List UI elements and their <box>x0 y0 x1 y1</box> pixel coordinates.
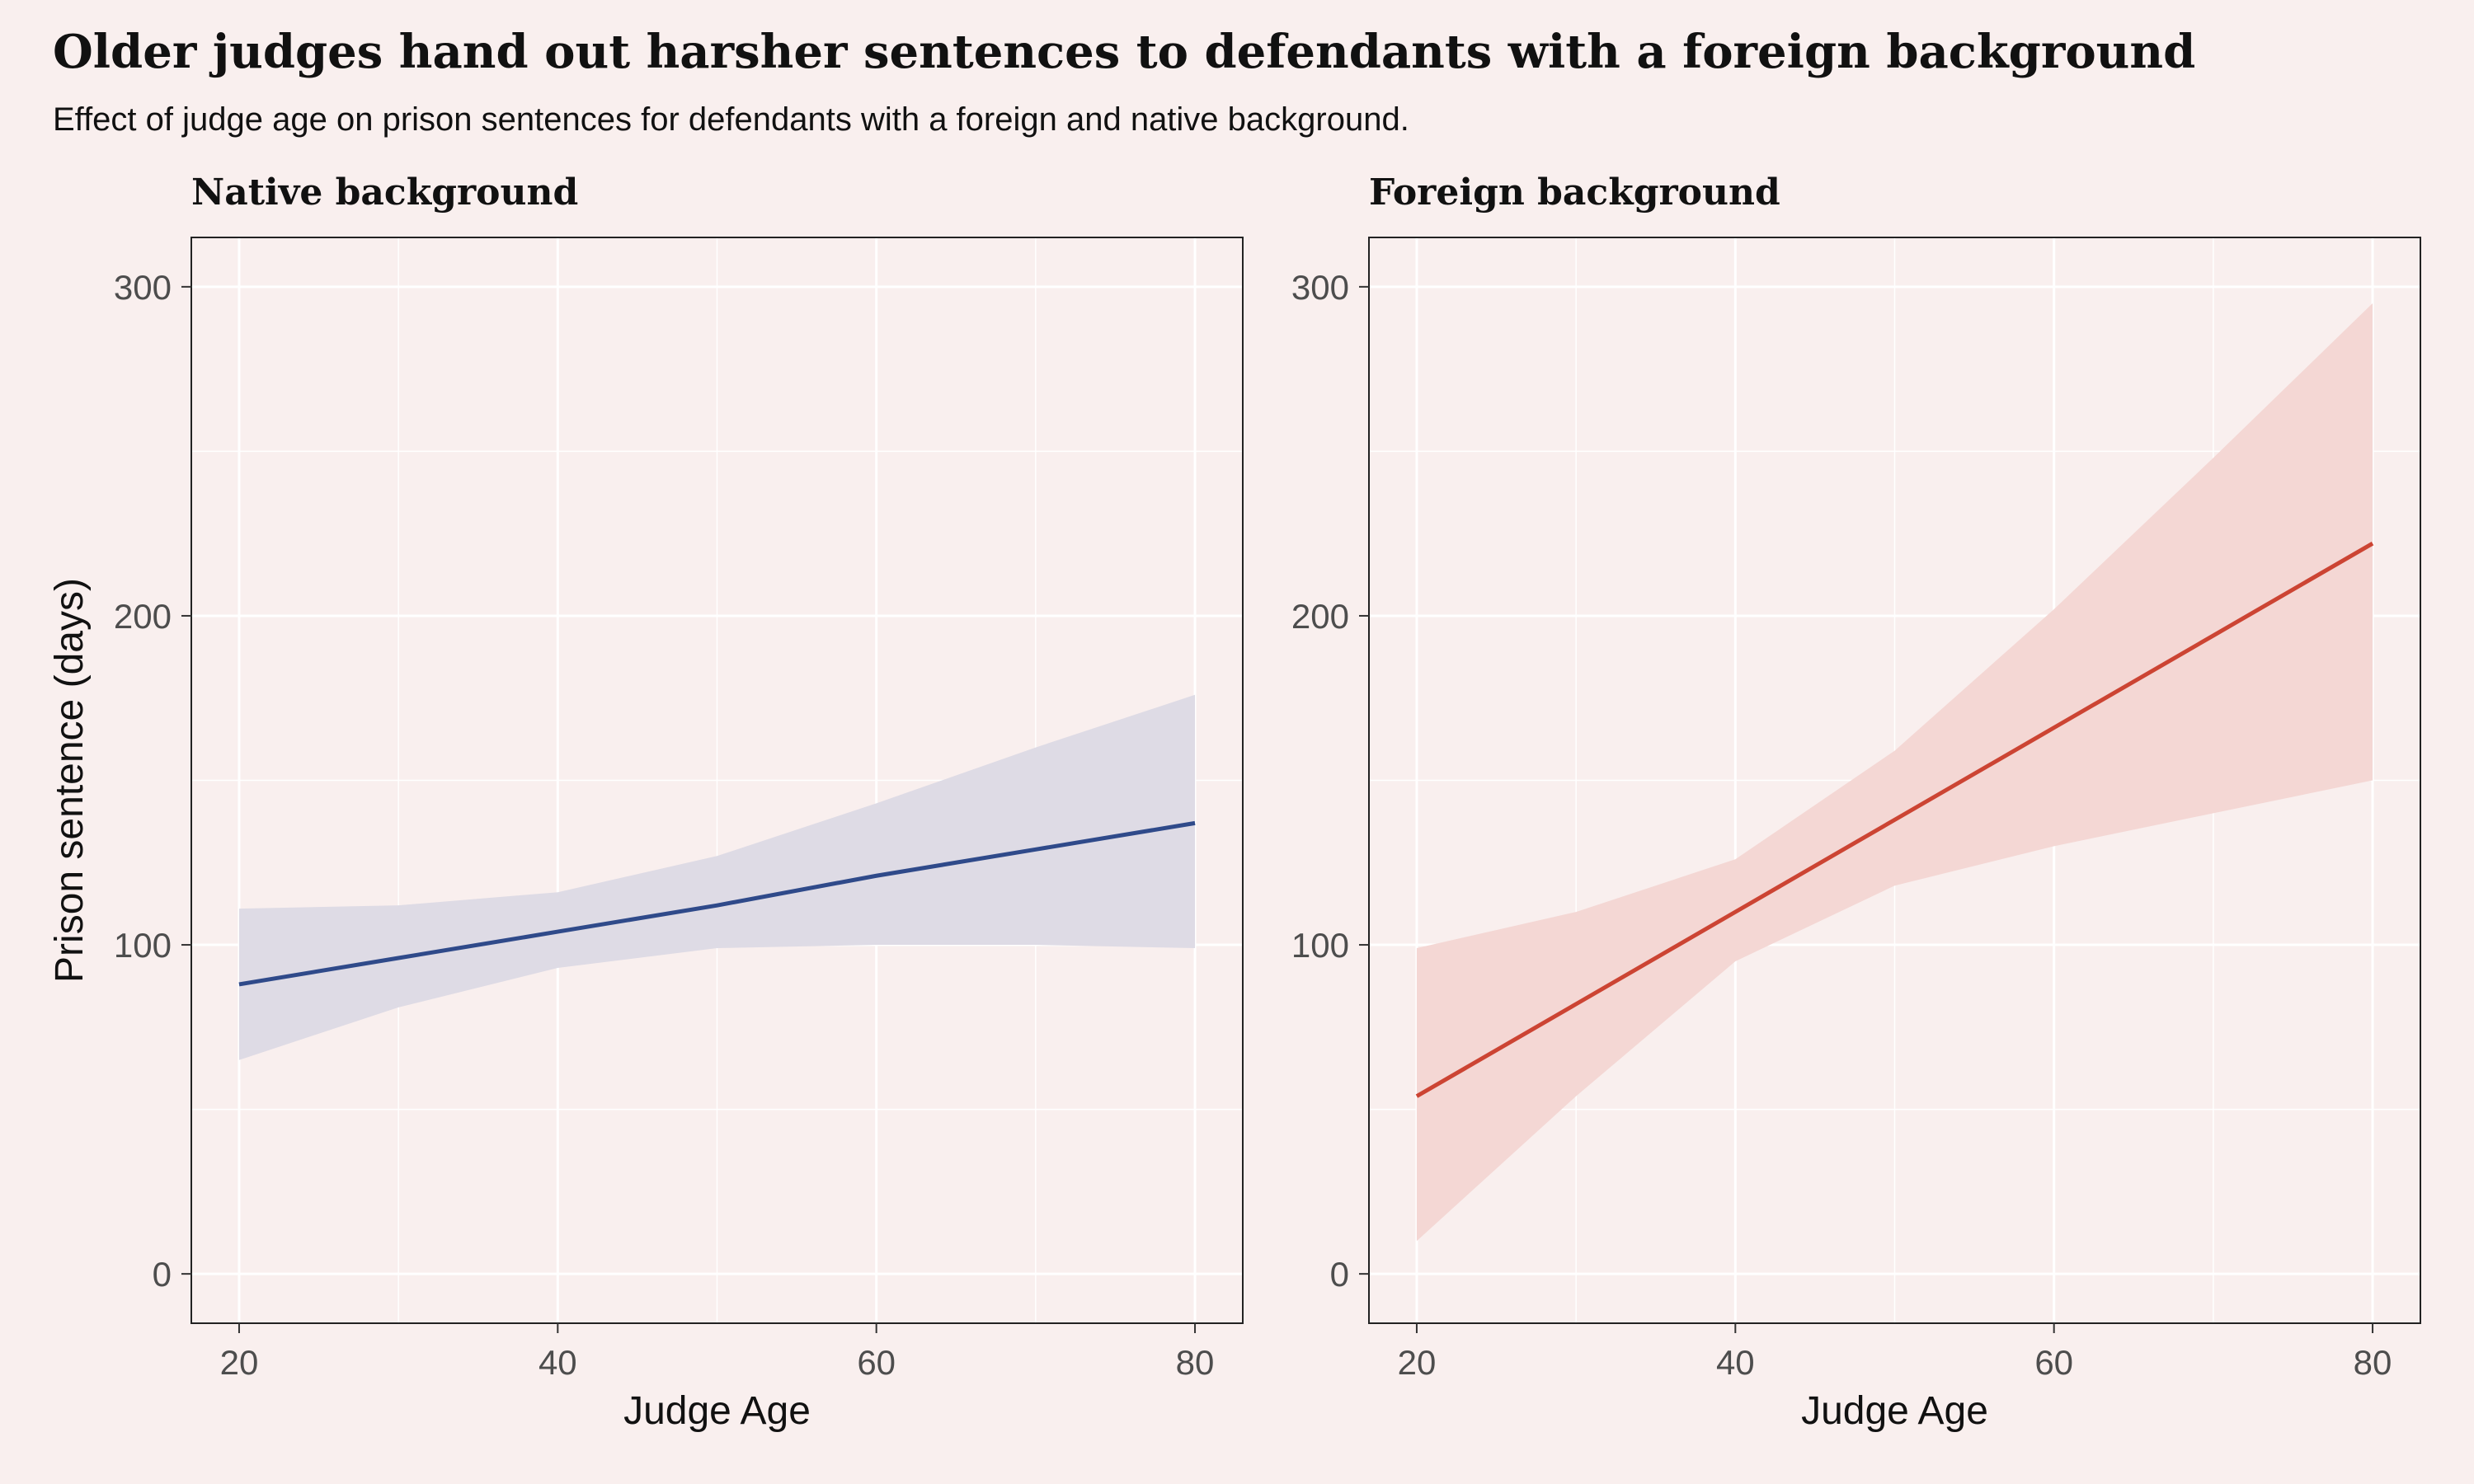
native-y-tick-label: 200 <box>114 597 172 636</box>
chart-title: Older judges hand out harsher sentences … <box>53 25 2195 79</box>
foreign-panel: Foreign background 20 40 60 80 0 100 200 300 Judg… <box>1291 171 2421 1433</box>
native-panel: Native background 20 40 60 80 0 100 200 300 Judge… <box>48 171 1244 1433</box>
native-y-axis-label: Prison sentence (days) <box>48 578 92 983</box>
foreign-trend-line <box>1415 541 2374 1098</box>
native-panel-title: Native background <box>191 171 578 214</box>
foreign-y-tick-label: 0 <box>1330 1255 1349 1294</box>
foreign-y-tick-label: 100 <box>1291 926 1349 965</box>
native-x-tick-label: 60 <box>857 1343 896 1382</box>
native-x-tick-label: 20 <box>220 1343 259 1382</box>
native-confidence-band <box>238 694 1196 1060</box>
foreign-y-tick-label: 300 <box>1291 268 1349 307</box>
foreign-panel-title: Foreign background <box>1369 171 1780 214</box>
native-trend-line <box>238 820 1196 987</box>
foreign-y-tick-label: 200 <box>1291 597 1349 636</box>
native-panel-frame <box>190 237 1244 1324</box>
foreign-x-tick-label: 20 <box>1398 1343 1437 1382</box>
foreign-panel-frame <box>1368 237 2421 1324</box>
foreign-x-tick-label: 80 <box>2354 1343 2392 1382</box>
foreign-x-tick-label: 60 <box>2034 1343 2073 1382</box>
foreign-confidence-band <box>1416 303 2373 1242</box>
chart-subtitle: Effect of judge age on prison sentences … <box>53 101 1409 138</box>
native-y-tick-label: 0 <box>153 1255 172 1294</box>
native-x-tick-label: 80 <box>1176 1343 1215 1382</box>
native-x-tick-label: 40 <box>539 1343 577 1382</box>
native-y-tick-label: 300 <box>114 268 172 307</box>
native-y-tick-label: 100 <box>114 926 172 965</box>
native-x-axis-label: Judge Age <box>623 1389 811 1433</box>
foreign-x-axis-label: Judge Age <box>1801 1389 1988 1433</box>
foreign-x-tick-label: 40 <box>1716 1343 1755 1382</box>
